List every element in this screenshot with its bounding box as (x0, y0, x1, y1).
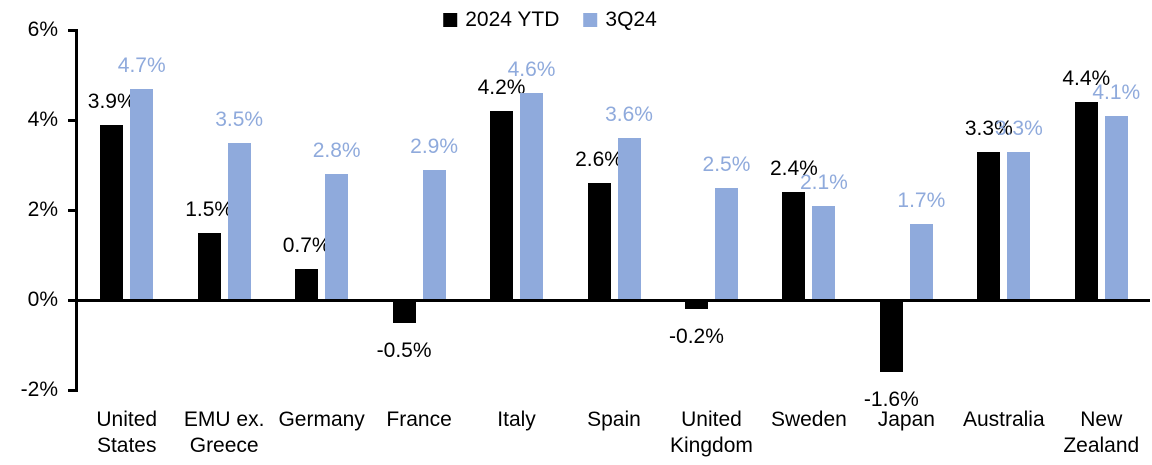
x-axis-line (75, 298, 1150, 302)
bar-value-label: 3.3% (994, 116, 1043, 140)
y-axis-tick (68, 298, 78, 302)
y-axis-tick-label: 2% (27, 198, 58, 221)
bar-2024-ytd-new-zealand (1074, 102, 1098, 300)
bar-value-label: -1.6% (863, 388, 919, 411)
category-label: United Kingdom (670, 408, 753, 457)
bar-value-label: 3.3% (964, 116, 1013, 140)
bar-2024-ytd-emu-ex-greece (197, 232, 221, 300)
bar-2024-ytd-germany (295, 268, 319, 300)
bar-2024-ytd-united-states (100, 124, 124, 300)
bar-value-label: 1.7% (897, 188, 946, 212)
bar-2024-ytd-france (392, 300, 416, 323)
legend-label-2024-ytd: 2024 YTD (465, 8, 560, 31)
bar-value-label: 2.9% (410, 134, 459, 158)
category-label: Sweden (770, 408, 847, 431)
bar-value-label: 2.4% (769, 157, 818, 180)
bar-2024-ytd-italy (490, 111, 514, 300)
legend-swatch-3q24-icon (583, 13, 598, 27)
bar-2024-ytd-australia (977, 151, 1001, 300)
y-axis-line (75, 28, 78, 392)
bar-value-label: 2.6% (575, 148, 623, 171)
bar-2024-ytd-spain (587, 183, 611, 300)
legend-item-2024-ytd: 2024 YTD (443, 8, 559, 32)
bar-2024-ytd-sweden (782, 192, 806, 300)
category-label: Spain (587, 408, 641, 431)
y-axis-tick (68, 118, 78, 122)
legend-item-3q24: 3Q24 (583, 8, 657, 32)
category-label: Australia (962, 408, 1045, 431)
bar-3q24-sweden (812, 205, 836, 300)
bar-value-label: -0.2% (669, 325, 724, 348)
bar-value-label: 4.2% (477, 76, 526, 99)
bar-3q24-italy (520, 93, 544, 300)
bar-value-label: 4.6% (507, 58, 556, 81)
bar-3q24-australia (1007, 151, 1031, 300)
bar-value-label: 2.8% (312, 139, 361, 162)
y-axis-tick-label: -2% (20, 378, 58, 401)
bar-value-label: -0.5% (376, 338, 432, 362)
category-label: EMU ex. Greece (183, 408, 265, 457)
bar-value-label: 1.5% (185, 197, 234, 221)
y-axis-tick (68, 388, 78, 392)
bar-value-label: 3.5% (215, 107, 264, 131)
legend: 2024 YTD 3Q24 (443, 8, 657, 32)
bar-3q24-new-zealand (1104, 115, 1128, 300)
y-axis-tick (68, 28, 78, 32)
y-axis-tick (68, 208, 78, 212)
bar-value-label: 3.6% (605, 103, 653, 126)
bar-2024-ytd-japan (879, 300, 903, 372)
bar-3q24-germany (325, 174, 349, 300)
category-label: Japan (877, 408, 935, 431)
bar-value-label: 0.7% (282, 233, 331, 257)
bar-3q24-spain (617, 138, 641, 300)
y-axis-tick-label: 0% (27, 288, 58, 311)
category-label: New Zealand (1063, 408, 1140, 457)
bar-value-label: 2.1% (799, 170, 848, 194)
bar-value-label: 4.7% (117, 53, 166, 77)
bar-value-label: 4.4% (1062, 67, 1111, 90)
bar-3q24-japan (909, 223, 933, 300)
bar-3q24-united-states (130, 88, 154, 300)
category-label: Italy (497, 408, 536, 431)
y-axis-tick-label: 6% (27, 18, 58, 41)
bar-3q24-emu-ex-greece (227, 142, 251, 300)
category-label: United States (96, 408, 158, 457)
bar-3q24-united-kingdom (714, 187, 738, 300)
bar-2024-ytd-united-kingdom (684, 300, 708, 309)
y-axis-tick-label: 4% (27, 108, 58, 131)
bar-3q24-france (422, 169, 446, 300)
legend-label-3q24: 3Q24 (605, 8, 657, 31)
category-label: Germany (278, 408, 365, 431)
bar-value-label: 2.5% (702, 152, 751, 176)
bar-value-label: 4.1% (1092, 80, 1141, 104)
legend-swatch-2024-ytd-icon (443, 13, 458, 27)
category-label: France (386, 408, 452, 431)
bar-value-label: 3.9% (87, 89, 136, 113)
